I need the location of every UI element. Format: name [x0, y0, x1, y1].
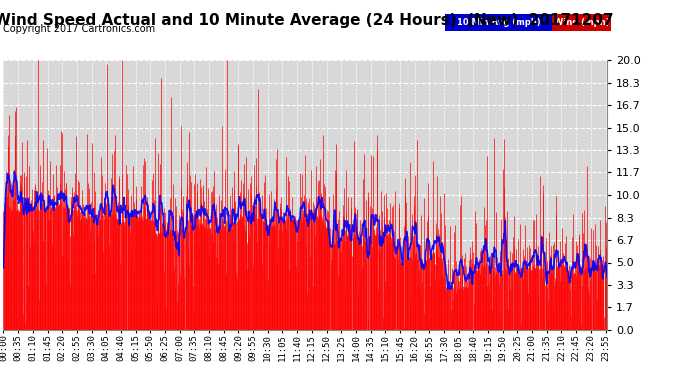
- Text: 10 Min Avg (mph): 10 Min Avg (mph): [457, 18, 540, 27]
- Text: Copyright 2017 Cartronics.com: Copyright 2017 Cartronics.com: [3, 24, 155, 34]
- Text: Wind Speed Actual and 10 Minute Average (24 Hours)  (New)  20171207: Wind Speed Actual and 10 Minute Average …: [0, 13, 613, 28]
- Text: Wind (mph): Wind (mph): [553, 18, 609, 27]
